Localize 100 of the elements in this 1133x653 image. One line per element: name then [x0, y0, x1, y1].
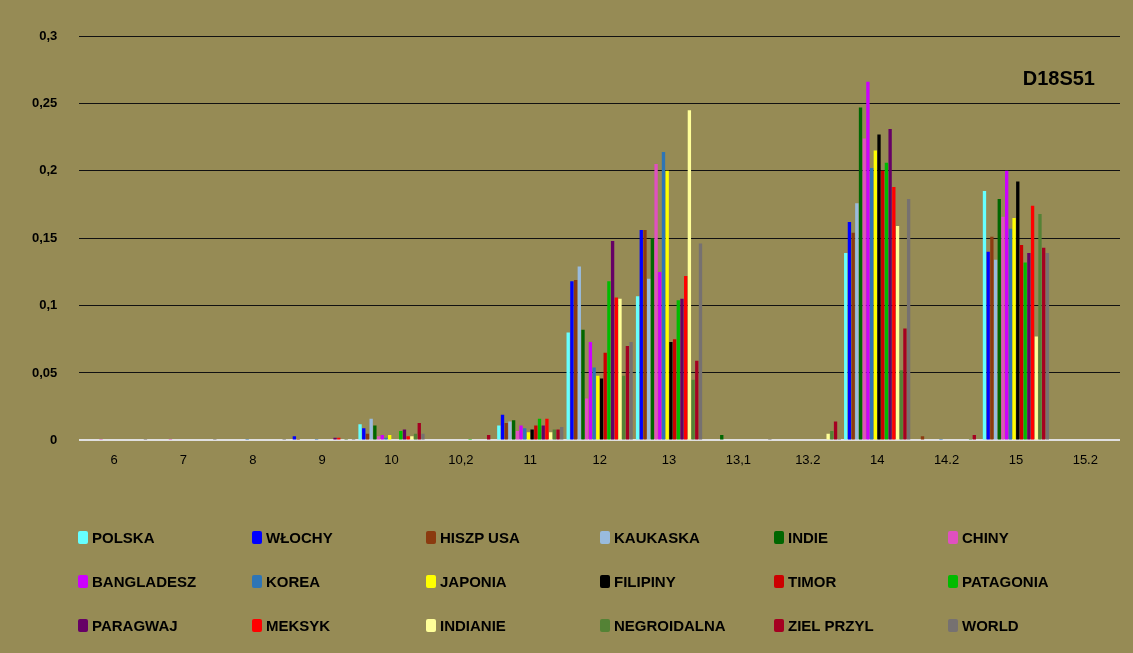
- bar: [661, 151, 666, 440]
- x-tick-label: 9: [318, 451, 326, 467]
- bar: [369, 418, 373, 440]
- x-tick-label: 13: [661, 451, 677, 467]
- bar: [373, 425, 377, 440]
- bar: [519, 425, 523, 440]
- bar: [684, 275, 688, 440]
- bar: [406, 436, 410, 440]
- bar: [997, 199, 1001, 440]
- legend-label: FILIPINY: [614, 572, 676, 590]
- bar: [618, 298, 622, 440]
- y-tick-label: 0,25: [31, 94, 58, 110]
- bar: [658, 271, 662, 440]
- bar: [862, 138, 866, 440]
- bar: [986, 251, 990, 440]
- legend-label: CHINY: [962, 528, 1009, 546]
- bar: [982, 191, 987, 440]
- legend-label: KAUKASKA: [614, 528, 700, 546]
- bar: [625, 346, 630, 440]
- legend-label: HISZP USA: [440, 528, 520, 546]
- x-tick-label: 10: [384, 451, 399, 467]
- bar: [421, 433, 425, 440]
- x-tick-label: 14: [869, 451, 885, 467]
- legend-label: JAPONIA: [440, 572, 507, 590]
- bar: [1005, 170, 1009, 440]
- bar: [607, 281, 611, 440]
- bar: [858, 107, 863, 440]
- bar: [851, 232, 855, 440]
- x-tick-label: 15: [1008, 451, 1024, 467]
- legend-label: TIMOR: [788, 572, 837, 590]
- bar: [1012, 217, 1016, 440]
- bar: [1019, 244, 1024, 440]
- bar: [993, 259, 998, 440]
- bar: [691, 379, 695, 440]
- bar: [687, 110, 692, 440]
- bar: [292, 436, 297, 440]
- y-tick-label: 0,05: [31, 364, 58, 380]
- bar: [1016, 181, 1020, 440]
- bar: [873, 150, 877, 440]
- bar: [1027, 253, 1031, 440]
- legend-label: PATAGONIA: [962, 572, 1049, 590]
- y-tick-label: 0,2: [39, 162, 58, 178]
- x-tick-label: 8: [249, 451, 257, 467]
- bar: [680, 298, 684, 440]
- bar: [573, 279, 578, 440]
- legend-label: NEGROIDALNA: [614, 616, 726, 634]
- bar: [647, 278, 651, 440]
- bar: [358, 424, 362, 440]
- bar: [556, 429, 560, 440]
- legend-label: INDIE: [788, 528, 829, 546]
- bar: [665, 170, 669, 440]
- bar: [866, 81, 870, 440]
- bar: [581, 329, 585, 440]
- bar: [906, 199, 911, 440]
- bar: [654, 164, 658, 440]
- x-tick-label: 14.2: [933, 451, 960, 467]
- x-tick-label: 12: [592, 451, 607, 467]
- bar: [1001, 216, 1005, 440]
- bar: [592, 367, 596, 440]
- legend-label: PARAGWAJ: [92, 616, 178, 634]
- legend-label: BANGLADESZ: [92, 572, 197, 590]
- bar: [877, 134, 881, 440]
- bar: [1045, 253, 1050, 440]
- bar: [847, 222, 852, 440]
- legend-label: MEKSYK: [266, 616, 331, 634]
- y-tick-label: 0,1: [39, 297, 58, 313]
- y-tick-label: 0,15: [31, 229, 58, 245]
- bar: [830, 430, 834, 440]
- legend-label: WORLD: [962, 616, 1019, 634]
- bar: [855, 203, 859, 440]
- x-tick-label: 6: [110, 451, 118, 467]
- x-tick-label: 13.2: [795, 451, 821, 467]
- legend-label: KOREA: [266, 572, 321, 590]
- legend-label: ZIEL PRZYL: [788, 616, 874, 634]
- bar: [639, 230, 643, 440]
- bar: [410, 436, 414, 440]
- bar: [990, 236, 994, 440]
- bar: [881, 170, 885, 440]
- bar: [577, 266, 581, 440]
- bar: [376, 436, 381, 440]
- x-tick-label: 7: [179, 451, 187, 467]
- bar: [676, 300, 680, 440]
- bar: [669, 342, 673, 440]
- bar: [588, 342, 593, 440]
- bar: [650, 238, 655, 440]
- x-tick-label: 13,1: [725, 451, 752, 467]
- x-tick-label: 11: [523, 451, 538, 467]
- bar: [603, 352, 607, 440]
- bar: [1038, 213, 1042, 440]
- bar: [892, 186, 896, 440]
- bar: [888, 129, 892, 440]
- bar: [1008, 228, 1013, 440]
- bar: [545, 418, 549, 440]
- bar: [508, 421, 512, 440]
- bar: [629, 342, 633, 440]
- bar: [884, 162, 889, 440]
- bar: [635, 296, 640, 440]
- text: D18S51: [1022, 66, 1095, 89]
- x-tick-label: 15.2: [1072, 451, 1098, 467]
- bar: [599, 378, 604, 440]
